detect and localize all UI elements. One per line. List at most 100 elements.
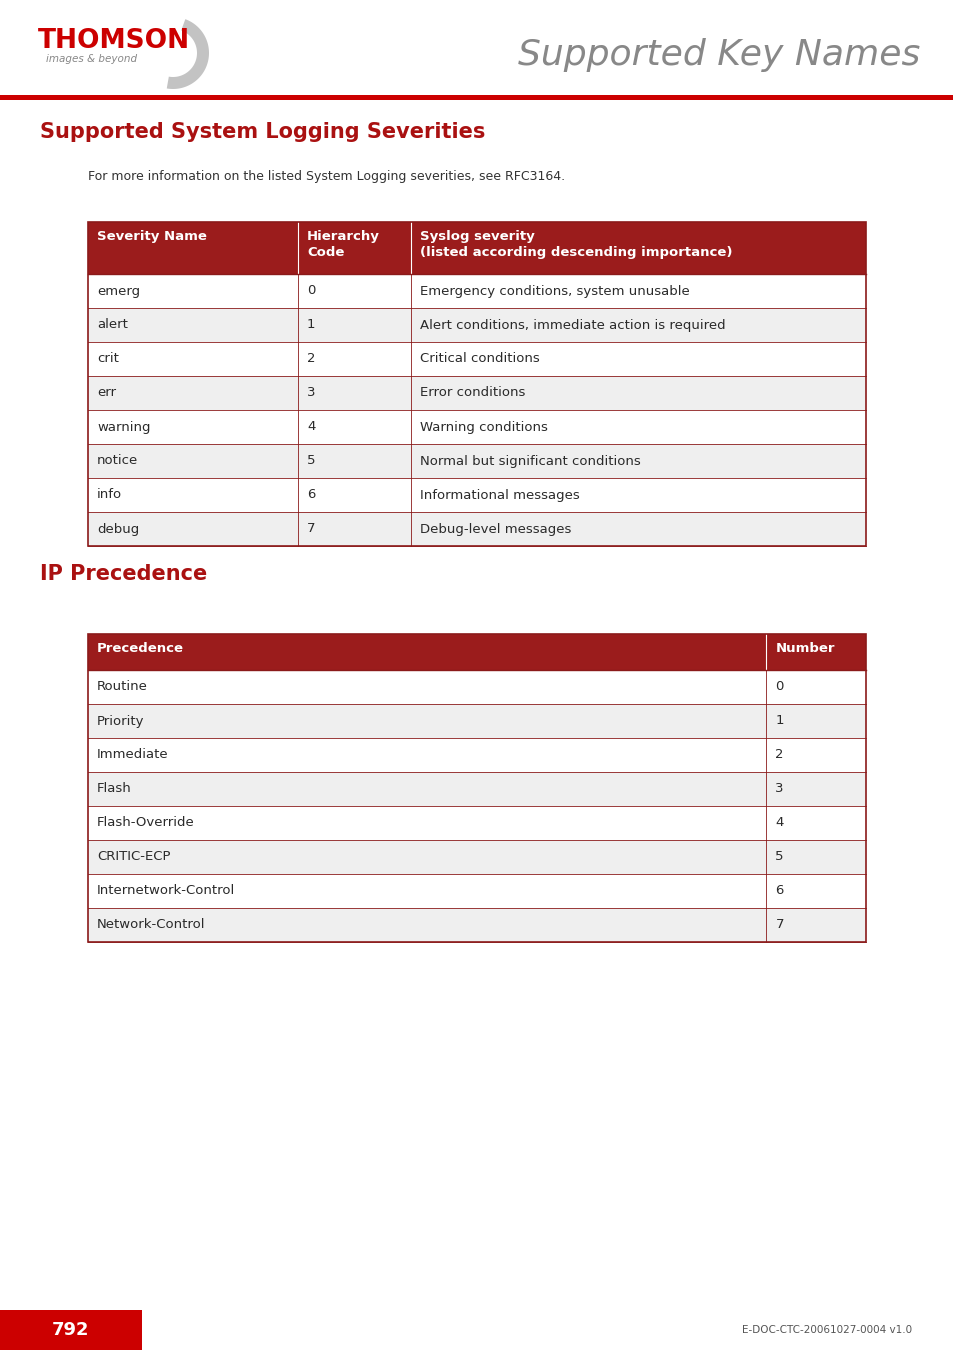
- Text: images & beyond: images & beyond: [46, 54, 137, 63]
- Bar: [411, 342, 865, 377]
- Bar: [765, 703, 865, 738]
- Text: IP Precedence: IP Precedence: [40, 564, 207, 585]
- Text: err: err: [97, 386, 116, 400]
- Bar: [88, 738, 765, 772]
- Text: Severity Name: Severity Name: [97, 230, 207, 243]
- Text: Immediate: Immediate: [97, 748, 169, 761]
- Text: 2: 2: [775, 748, 783, 761]
- Bar: [765, 670, 865, 703]
- Text: Internetwork-Control: Internetwork-Control: [97, 884, 235, 898]
- Text: Flash: Flash: [97, 783, 132, 795]
- Bar: [765, 806, 865, 840]
- Bar: [88, 772, 765, 806]
- Bar: [88, 909, 765, 942]
- Text: Network-Control: Network-Control: [97, 918, 205, 932]
- Text: crit: crit: [97, 352, 119, 366]
- Bar: [88, 221, 865, 545]
- Text: 7: 7: [307, 522, 315, 536]
- Text: Flash-Override: Flash-Override: [97, 817, 194, 829]
- Text: 0: 0: [307, 285, 315, 297]
- Bar: [411, 512, 865, 545]
- Bar: [411, 377, 865, 410]
- Text: 792: 792: [52, 1322, 90, 1339]
- Bar: [88, 703, 765, 738]
- Bar: [0, 1310, 142, 1350]
- Text: 3: 3: [775, 783, 783, 795]
- Text: Emergency conditions, system unusable: Emergency conditions, system unusable: [419, 285, 689, 297]
- Bar: [88, 478, 297, 512]
- Text: 4: 4: [307, 420, 315, 433]
- Bar: [297, 274, 411, 308]
- Bar: [411, 444, 865, 478]
- Bar: [411, 478, 865, 512]
- Text: Routine: Routine: [97, 680, 148, 694]
- Bar: [297, 377, 411, 410]
- Text: debug: debug: [97, 522, 139, 536]
- Bar: [88, 342, 297, 377]
- Text: 5: 5: [775, 850, 783, 864]
- Text: 6: 6: [307, 489, 315, 501]
- Bar: [411, 308, 865, 342]
- Text: Priority: Priority: [97, 714, 144, 728]
- Bar: [297, 478, 411, 512]
- Text: For more information on the listed System Logging severities, see RFC3164.: For more information on the listed Syste…: [88, 170, 564, 184]
- Bar: [88, 840, 765, 873]
- Text: 5: 5: [307, 455, 315, 467]
- Text: Syslog severity
(listed according descending importance): Syslog severity (listed according descen…: [419, 230, 732, 259]
- Text: Number: Number: [775, 643, 834, 655]
- Text: CRITIC-ECP: CRITIC-ECP: [97, 850, 171, 864]
- Text: notice: notice: [97, 455, 138, 467]
- Text: Error conditions: Error conditions: [419, 386, 525, 400]
- Bar: [765, 840, 865, 873]
- Text: E-DOC-CTC-20061027-0004 v1.0: E-DOC-CTC-20061027-0004 v1.0: [741, 1324, 911, 1335]
- Bar: [297, 512, 411, 545]
- Text: 6: 6: [775, 884, 783, 898]
- Text: Debug-level messages: Debug-level messages: [419, 522, 571, 536]
- Bar: [765, 909, 865, 942]
- Bar: [765, 772, 865, 806]
- Text: Informational messages: Informational messages: [419, 489, 579, 501]
- Text: Normal but significant conditions: Normal but significant conditions: [419, 455, 640, 467]
- Bar: [88, 873, 765, 909]
- Text: THOMSON: THOMSON: [38, 28, 190, 54]
- Bar: [0, 95, 953, 100]
- Bar: [88, 274, 297, 308]
- Bar: [88, 308, 297, 342]
- Bar: [411, 274, 865, 308]
- Bar: [411, 410, 865, 444]
- Bar: [765, 873, 865, 909]
- Text: 0: 0: [775, 680, 783, 694]
- Bar: [765, 634, 865, 670]
- Text: Warning conditions: Warning conditions: [419, 420, 547, 433]
- Text: emerg: emerg: [97, 285, 140, 297]
- Text: 7: 7: [775, 918, 783, 932]
- Bar: [88, 377, 297, 410]
- Bar: [88, 634, 865, 942]
- Text: 1: 1: [775, 714, 783, 728]
- Text: Precedence: Precedence: [97, 643, 184, 655]
- Bar: [88, 806, 765, 840]
- Bar: [297, 308, 411, 342]
- Text: Supported System Logging Severities: Supported System Logging Severities: [40, 122, 485, 142]
- Text: Alert conditions, immediate action is required: Alert conditions, immediate action is re…: [419, 319, 724, 332]
- Bar: [297, 342, 411, 377]
- Text: 4: 4: [775, 817, 783, 829]
- Bar: [297, 221, 411, 274]
- Circle shape: [143, 31, 187, 76]
- Bar: [765, 738, 865, 772]
- Text: Hierarchy
Code: Hierarchy Code: [307, 230, 379, 259]
- Bar: [411, 221, 865, 274]
- Bar: [297, 410, 411, 444]
- Polygon shape: [167, 19, 209, 89]
- Text: 1: 1: [307, 319, 315, 332]
- Text: Critical conditions: Critical conditions: [419, 352, 539, 366]
- Bar: [297, 444, 411, 478]
- Bar: [88, 410, 297, 444]
- Text: 2: 2: [307, 352, 315, 366]
- Text: alert: alert: [97, 319, 128, 332]
- Bar: [88, 444, 297, 478]
- Bar: [88, 634, 765, 670]
- Text: info: info: [97, 489, 122, 501]
- Bar: [88, 512, 297, 545]
- Text: Supported Key Names: Supported Key Names: [517, 38, 919, 72]
